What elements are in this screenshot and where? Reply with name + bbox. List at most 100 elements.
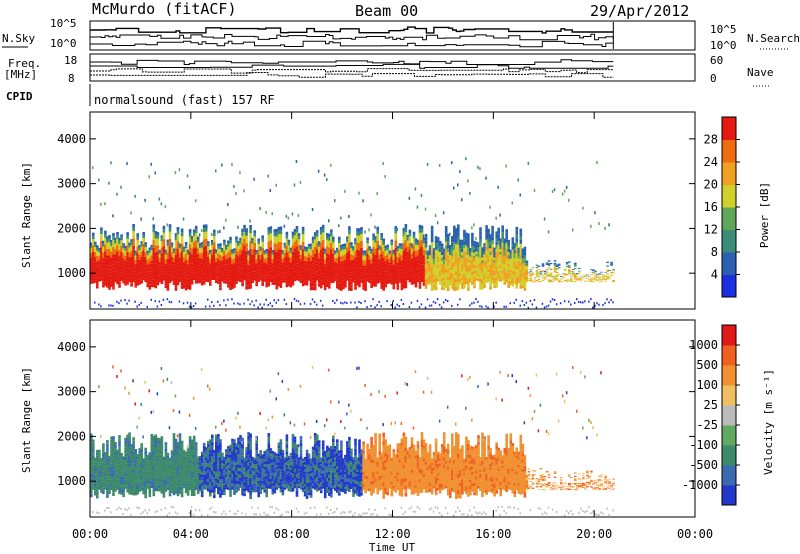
data-cell: [102, 487, 105, 491]
data-cell: [192, 229, 196, 233]
data-cell: [555, 268, 559, 270]
data-cell: [168, 484, 172, 487]
data-cell: [221, 271, 224, 274]
data-cell: [473, 270, 476, 274]
data-cell: [231, 279, 234, 282]
data-cell: [140, 249, 143, 252]
data-cell: [245, 255, 248, 259]
data-cell: [338, 253, 341, 257]
data-cell: [114, 276, 117, 280]
data-cell: [243, 259, 246, 263]
data-cell: [263, 268, 266, 270]
data-cell: [223, 261, 226, 265]
data-cell: [249, 276, 252, 281]
data-cell: [398, 253, 402, 256]
data-cell: [348, 254, 351, 259]
data-cell: [293, 268, 297, 272]
data-cell: [497, 231, 500, 235]
data-cell: [148, 494, 152, 498]
data-cell: [350, 272, 353, 276]
data-cell: [511, 243, 515, 247]
data-cell: [481, 249, 484, 253]
data-cell: [388, 254, 392, 257]
data-cell: [590, 271, 593, 273]
data-cell: [114, 265, 117, 269]
data-cell: [241, 243, 244, 247]
data-cell: [594, 278, 597, 280]
data-cell: [584, 280, 587, 282]
data-cell: [180, 243, 184, 248]
data-dot: [442, 211, 445, 215]
noise-tick-top-right: 10^5: [710, 23, 737, 36]
data-cell: [348, 230, 351, 235]
data-cell: [487, 255, 490, 259]
data-cell: [134, 486, 137, 490]
data-cell: [229, 286, 232, 291]
data-cell: [434, 236, 438, 240]
data-cell: [438, 246, 442, 250]
data-cell: [271, 278, 275, 281]
data-cell: [428, 282, 432, 285]
data-dot: [166, 377, 169, 381]
colorbar-tick-label: 28: [704, 133, 718, 147]
data-cell: [207, 248, 210, 252]
data-cell: [112, 454, 115, 459]
data-cell: [136, 481, 139, 485]
data-cell: [188, 267, 192, 271]
data-cell: [144, 279, 147, 283]
data-cell: [144, 473, 147, 477]
data-cell: [283, 272, 287, 276]
data-cell: [128, 244, 131, 248]
data-cell: [398, 248, 402, 251]
data-cell: [328, 240, 331, 244]
data-cell: [152, 236, 156, 240]
data-cell: [366, 237, 369, 241]
data-cell: [471, 278, 474, 282]
data-cell: [160, 447, 164, 451]
data-cell: [120, 463, 123, 466]
data-cell: [321, 277, 325, 282]
data-cell: [102, 452, 105, 456]
data-cell: [487, 228, 490, 232]
data-cell: [132, 238, 135, 243]
data-cell: [317, 241, 321, 244]
data-cell: [334, 252, 337, 255]
data-cell: [362, 250, 365, 253]
data-cell: [124, 485, 127, 489]
data-cell: [233, 268, 236, 271]
data-cell: [132, 440, 135, 445]
data-cell: [96, 253, 99, 256]
data-cell: [340, 250, 343, 254]
data-cell: [459, 242, 462, 246]
data-cell: [352, 259, 355, 263]
data-cell: [291, 265, 295, 269]
data-cell: [180, 285, 184, 289]
data-cell: [537, 265, 541, 267]
data-cell: [328, 274, 331, 279]
data-cell: [144, 491, 147, 496]
data-cell: [118, 269, 121, 273]
data-cell: [255, 254, 258, 257]
data-cell: [497, 267, 500, 272]
data-cell: [180, 236, 184, 240]
data-cell: [336, 270, 339, 274]
data-cell: [574, 264, 577, 266]
data-cell: [196, 271, 200, 275]
data-cell: [553, 268, 557, 270]
data-cell: [416, 255, 420, 259]
data-cell: [565, 274, 569, 276]
data-cell: [90, 263, 93, 266]
data-cell: [446, 241, 450, 245]
data-cell: [346, 277, 349, 281]
data-cell: [170, 254, 174, 257]
data-cell: [106, 447, 109, 451]
data-cell: [273, 277, 277, 282]
data-cell: [543, 273, 547, 275]
data-dot: [467, 179, 469, 183]
data-cell: [152, 454, 156, 459]
data-cell: [217, 273, 220, 277]
data-cell: [317, 272, 321, 276]
data-cell: [485, 275, 488, 280]
data-cell: [412, 235, 416, 239]
data-cell: [231, 269, 234, 272]
